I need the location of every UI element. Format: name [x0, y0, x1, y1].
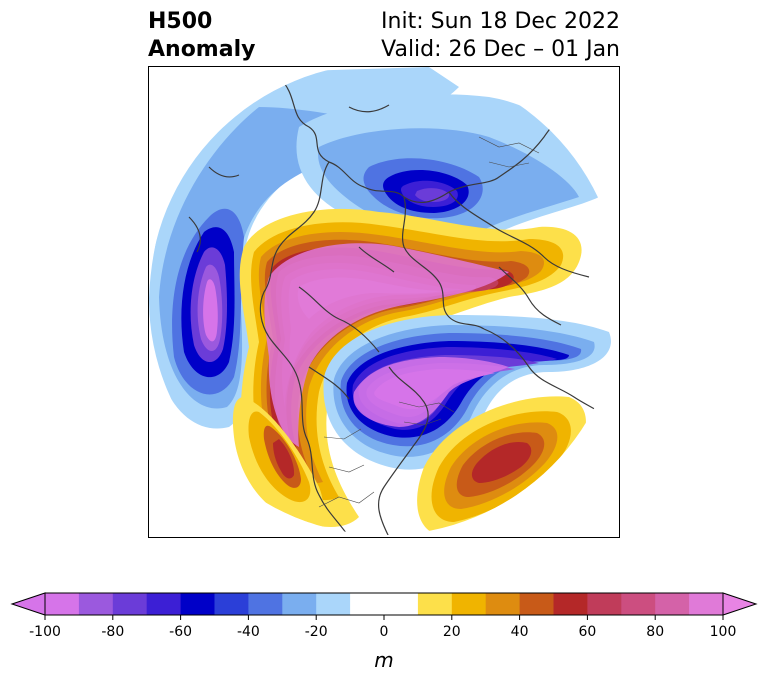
title-line-1: H500 — [148, 9, 213, 34]
colorbar-swatches — [45, 593, 724, 615]
polar-ridge — [239, 208, 582, 527]
valid-time: Valid: 26 Dec – 01 Jan — [381, 37, 620, 62]
colorbar-swatch — [146, 593, 181, 615]
colorbar-ticks: -100 -80 -60 -40 -20 0 20 40 60 80 100 — [29, 615, 736, 640]
canada-trough — [323, 315, 611, 470]
anomaly-field — [149, 67, 619, 535]
init-time: Init: Sun 18 Dec 2022 — [381, 9, 620, 34]
colorbar-tick-label: -60 — [169, 624, 192, 640]
colorbar-unit-label: m — [374, 648, 393, 672]
title-line-2: Anomaly — [148, 37, 256, 62]
colorbar-swatch — [384, 593, 419, 615]
atlantic-trough — [296, 94, 599, 241]
colorbar-tick-label: 0 — [380, 624, 389, 640]
colorbar-tick-label: 80 — [646, 624, 664, 640]
colorbar-swatch — [112, 593, 148, 615]
colorbar-tick-label: 40 — [511, 624, 529, 640]
coastlines — [188, 76, 619, 535]
anomaly-map — [148, 66, 620, 538]
colorbar-swatch — [553, 593, 588, 615]
colorbar-swatch — [451, 593, 487, 615]
pacific-trough — [149, 67, 459, 429]
colorbar-tick-label: 20 — [443, 624, 461, 640]
pacific-ridge — [417, 396, 586, 535]
colorbar-under-arrow — [10, 592, 46, 616]
forecast-times: Init: Sun 18 Dec 2022 Valid: 26 Dec – 01… — [381, 8, 620, 64]
colorbar-swatch — [316, 593, 351, 615]
colorbar: -100 -80 -60 -40 -20 0 20 40 60 80 100 m — [10, 592, 758, 672]
colorbar-swatch — [485, 593, 520, 615]
colorbar-swatch — [587, 593, 622, 615]
colorbar-swatch — [350, 593, 385, 615]
map-title: H500 Anomaly — [148, 8, 255, 64]
colorbar-over-arrow — [722, 592, 758, 616]
colorbar-swatch — [417, 593, 453, 615]
colorbar-swatch — [78, 593, 114, 615]
colorbar-tick-label: 60 — [578, 624, 596, 640]
colorbar-swatch — [45, 593, 80, 615]
colorbar-tick-label: -80 — [101, 624, 124, 640]
colorbar-swatch — [214, 593, 249, 615]
colorbar-swatch — [689, 593, 724, 615]
colorbar-swatch — [519, 593, 554, 615]
europe-ridge — [232, 397, 323, 523]
colorbar-swatch — [655, 593, 690, 615]
colorbar-tick-label: -40 — [237, 624, 260, 640]
colorbar-swatch — [621, 593, 656, 615]
colorbar-swatch — [282, 593, 317, 615]
colorbar-tick-label: 100 — [710, 624, 737, 640]
colorbar-tick-label: -20 — [305, 624, 328, 640]
colorbar-swatch — [180, 593, 215, 615]
colorbar-swatch — [248, 593, 283, 615]
colorbar-tick-label: -100 — [29, 624, 61, 640]
